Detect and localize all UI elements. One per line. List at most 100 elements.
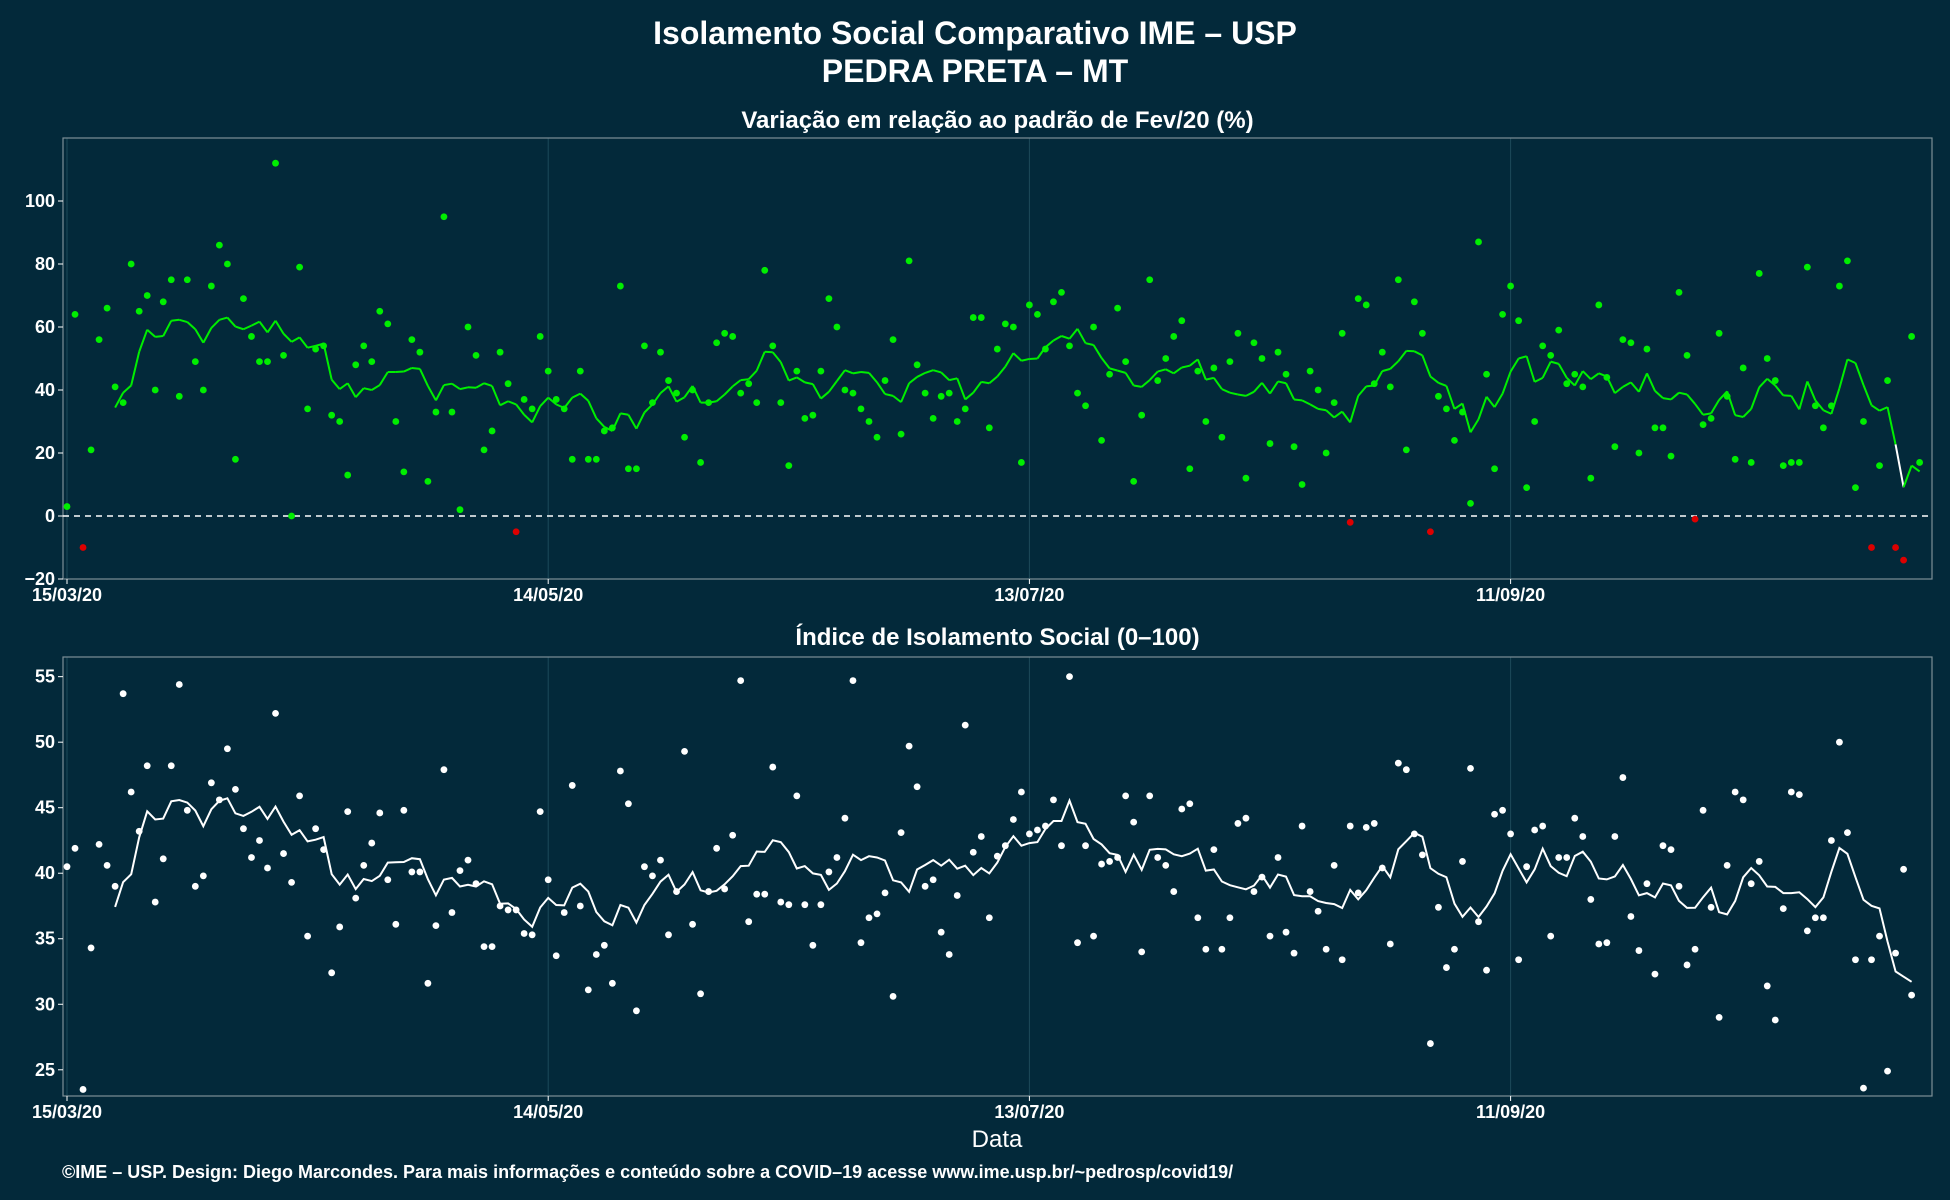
y-tick-label: 100 [25,191,55,211]
data-point [1001,842,1009,850]
data-point [1868,544,1875,551]
panel-isolation-index: Índice de Isolamento Social (0–100) 55 50 4… [32,623,1933,1122]
moving-average-segment [354,387,365,398]
data-point [1066,673,1073,681]
moving-average-segment [194,328,205,344]
moving-average-segment [403,367,413,373]
data-point [625,465,632,473]
data-point [119,399,127,406]
moving-average-segment [146,328,156,338]
data-point [280,850,287,857]
data-point [1098,860,1105,868]
data-point [1130,477,1138,485]
data-point [1755,270,1763,277]
moving-average-segment [1004,352,1015,368]
data-point [1491,810,1498,818]
data-point [769,763,777,771]
moving-average-segment [924,369,934,374]
moving-average-segment [771,351,782,363]
moving-average-segment [820,391,830,400]
data-point [1595,301,1603,309]
moving-average-segment [179,318,188,324]
data-point [1828,837,1835,844]
data-point [1298,481,1306,488]
data-point [1138,948,1146,956]
x-tick-label: 15/03/20 [32,1102,102,1122]
moving-average-segment [676,396,686,403]
data-point [135,307,143,315]
data-point [1443,405,1450,413]
data-point [1427,1040,1434,1047]
moving-average-segment [579,392,589,402]
data-point [191,882,199,890]
data-point [183,276,191,284]
data-point [937,392,945,400]
data-point [520,930,528,937]
moving-average-segment [1117,369,1126,374]
data-point [135,827,143,835]
moving-average-segment [972,381,983,394]
moving-average-segment [1702,412,1712,416]
moving-average-segment [202,327,213,344]
data-point [905,742,913,750]
data-point [1410,298,1418,306]
data-point [769,342,777,350]
data-point [432,922,440,930]
data-point [1603,374,1611,381]
data-point [368,839,376,847]
data-point [464,856,472,864]
data-point [376,809,384,817]
moving-average-segment [427,385,437,401]
moving-average-segment [371,384,381,391]
data-point [1860,1084,1867,1092]
moving-average-segment [1333,410,1343,419]
data-point [256,837,263,844]
data-point [673,888,680,895]
data-point [304,405,311,413]
moving-average-segment [1429,375,1440,384]
data-point [913,783,921,791]
data-point [1306,888,1314,895]
data-point [1779,462,1787,469]
data-point [625,800,632,808]
data-point [472,880,480,888]
moving-average-segment [1662,397,1672,401]
data-point [1900,556,1907,564]
moving-average-segment [155,335,164,338]
data-point [737,389,745,397]
data-point [288,512,295,520]
data-point [183,806,191,814]
data-point [657,348,664,356]
moving-average-segment [715,393,726,403]
moving-average-segment [908,376,918,385]
data-point [1844,829,1851,836]
data-point [159,298,167,306]
data-point [560,909,568,916]
data-point [1314,907,1322,915]
data-point [1747,459,1755,466]
data-point [568,455,576,463]
moving-average-segment [1301,399,1311,406]
data-point [1860,418,1867,425]
data-point [159,855,167,863]
data-point [761,890,769,898]
moving-average-segment [451,382,461,390]
moving-average-segment [1646,372,1656,392]
data-point [841,386,849,394]
moving-average-segment [1173,366,1183,375]
data-point [1354,889,1362,897]
data-point [1274,854,1282,861]
moving-average-segment [1518,355,1527,360]
data-point [504,380,512,388]
moving-average-segment [1822,409,1832,415]
data-point [215,241,223,249]
data-point [536,333,544,340]
data-point [1651,424,1659,432]
data-point [1298,822,1306,830]
data-point [673,389,680,397]
data-point [1908,991,1915,999]
data-point [833,323,841,331]
moving-average-segment [1806,381,1817,401]
data-point [1162,355,1170,362]
data-point [1619,774,1627,781]
